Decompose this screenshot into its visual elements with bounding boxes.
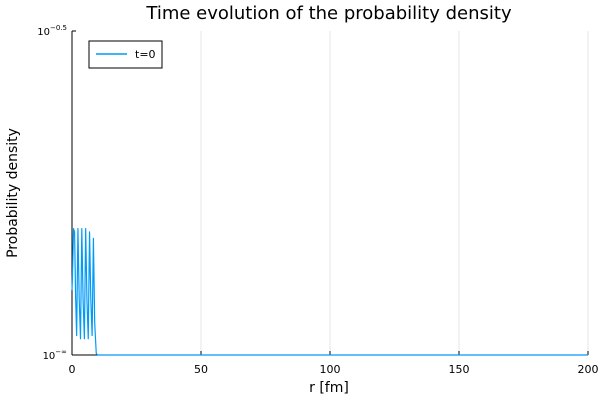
y-tick-label-top-exponent: −0.5 [50,24,67,32]
series-line-0 [71,228,588,356]
x-tick-label: 100 [320,363,341,376]
x-tick-label: 50 [194,363,208,376]
y-tick-label-bottom-base: 10 [43,351,56,362]
x-tick-label: 0 [69,363,76,376]
y-tick-label-top: 10−0.5 [37,24,67,38]
chart-title: Time evolution of the probability densit… [145,3,512,24]
x-tick-label: 200 [578,363,599,376]
y-tick-label-bottom-exponent: −∞ [55,348,67,356]
x-axis-label: r [fm] [309,380,349,396]
legend-label-t0: t=0 [135,48,156,61]
y-tick-label-bottom: 10−∞ [43,348,67,362]
series-layer [71,228,588,356]
y-tick-label-top-base: 10 [37,27,50,38]
grid [71,31,589,355]
legend: t=0 [88,40,163,69]
x-tick-label: 150 [449,363,470,376]
y-axis-label: Probability density [5,128,21,258]
